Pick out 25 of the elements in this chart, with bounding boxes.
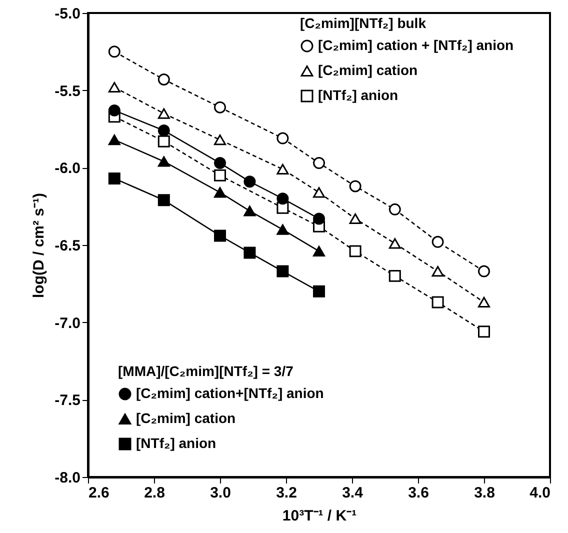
x-tick-label: 3.0 <box>210 484 231 502</box>
x-tick-label: 3.4 <box>342 484 364 502</box>
legend-label: [C₂mim] cation+[NTf₂] anion <box>136 385 324 401</box>
text: [MMA]/[C₂mim][NTf₂] = 3/7 <box>118 363 294 379</box>
y-tick-label: -6.5 <box>54 238 80 254</box>
x-tick-label: 3.8 <box>474 484 495 502</box>
x-tick-label: 2.8 <box>144 484 165 502</box>
y-tick-label: -7.5 <box>54 392 80 410</box>
y-axis-title: log(D / cm² s⁻¹) <box>30 193 48 298</box>
legend-label: [C₂mim] cation <box>318 62 418 78</box>
legend-label: [C₂mim] cation <box>136 410 236 426</box>
y-tick-label: -7.0 <box>54 314 80 332</box>
x-tick-label: 3.2 <box>276 484 297 502</box>
y-tick-label: -5.0 <box>54 6 80 22</box>
y-tick-label: -8.0 <box>54 470 80 486</box>
legend-label: [NTf₂] anion <box>136 435 216 451</box>
text: [C₂mim][NTf₂] bulk <box>300 15 426 31</box>
x-tick-label: 3.6 <box>408 484 429 502</box>
y-tick-label: -6.0 <box>54 160 80 178</box>
x-tick-label: 4.0 <box>530 484 550 502</box>
legend-label: [NTf₂] anion <box>318 87 398 103</box>
legend-label: [C₂mim] cation + [NTf₂] anion <box>318 37 514 53</box>
x-axis-title: 10³T⁻¹ / K⁻¹ <box>282 508 357 524</box>
y-tick-label: -5.5 <box>54 82 80 100</box>
x-tick-label: 2.6 <box>88 484 110 502</box>
